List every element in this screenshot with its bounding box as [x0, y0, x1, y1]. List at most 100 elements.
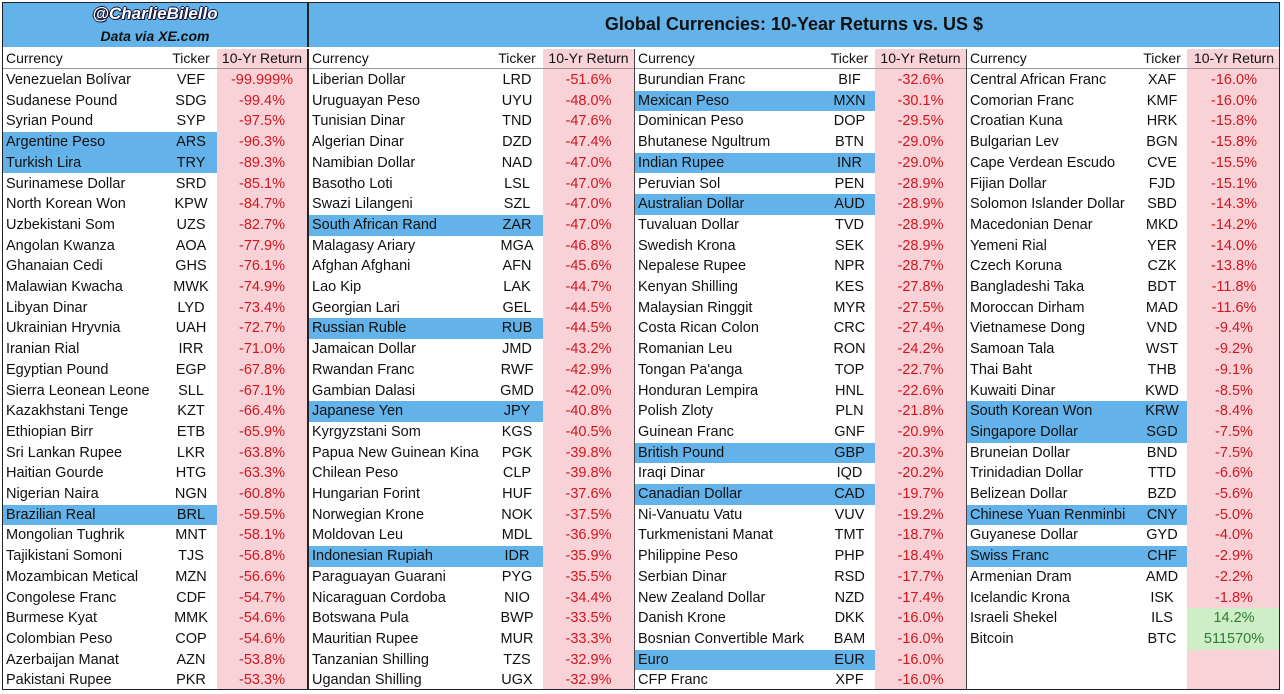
- column-header-row: Currency Ticker 10-Yr Return: [635, 49, 966, 69]
- currency-name: Mauritian Rupee: [312, 630, 419, 647]
- table-row: Turkish Lira TRY -89.3%: [3, 152, 307, 174]
- ten-year-return: -16.0%: [897, 672, 944, 689]
- currency-ticker: GMD: [500, 382, 534, 399]
- ten-year-return: -32.9%: [565, 672, 612, 689]
- currency-name: Jamaican Dollar: [312, 341, 416, 358]
- currency-ticker: MXN: [833, 92, 866, 109]
- currency-ticker: CNY: [1146, 506, 1178, 523]
- ten-year-return: -15.1%: [1211, 175, 1257, 192]
- currency-name: South Korean Won: [970, 403, 1093, 420]
- currency-name: Guinean Franc: [638, 423, 734, 440]
- currency-ticker: JPY: [503, 403, 531, 420]
- table-row: Venezuelan Bolívar VEF -99.999%: [3, 70, 307, 91]
- currency-ticker: KZT: [177, 403, 205, 420]
- currency-name: Congolese Franc: [6, 589, 117, 606]
- ticker-header: Ticker: [498, 50, 536, 66]
- ten-year-return: -29.5%: [897, 113, 944, 130]
- data-source: Data via XE.com: [100, 28, 210, 44]
- ten-year-return: -42.9%: [565, 361, 612, 378]
- ten-year-return: -9.1%: [1215, 361, 1253, 378]
- ten-year-return: -47.0%: [565, 196, 612, 213]
- ten-year-return: -20.9%: [897, 423, 944, 440]
- return-header: 10-Yr Return: [221, 50, 303, 66]
- currency-name: Macedonian Denar: [970, 216, 1093, 233]
- currency-ticker: THB: [1147, 361, 1177, 378]
- ten-year-return: -32.6%: [897, 72, 944, 88]
- currency-ticker: CRC: [833, 320, 866, 337]
- table-row: Malaysian Ringgit MYR -27.5%: [635, 298, 966, 319]
- currency-ticker: TOP: [834, 361, 865, 378]
- table-row: Japanese Yen JPY -40.8%: [309, 401, 634, 422]
- table-row: Lao Kip LAK -44.7%: [309, 277, 634, 298]
- currency-ticker: AUD: [834, 196, 865, 213]
- currency-ticker: YER: [1147, 237, 1177, 254]
- currency-ticker: SRD: [175, 175, 207, 192]
- currency-name: New Zealand Dollar: [638, 589, 766, 606]
- currency-name: Mozambican Metical: [6, 568, 139, 585]
- table-row: Surinamese Dollar SRD -85.1%: [3, 174, 307, 195]
- source-banner: @CharlieBilello Data via XE.com: [3, 3, 309, 47]
- table-row: Ghanaian Cedi GHS -76.1%: [3, 256, 307, 277]
- ten-year-return: -16.0%: [897, 651, 944, 668]
- table-row: Ukrainian Hryvnia UAH -72.7%: [3, 318, 307, 339]
- currency-ticker: KES: [834, 279, 864, 295]
- currency-name: Burmese Kyat: [6, 610, 98, 627]
- table-row: Czech Koruna CZK -13.8%: [967, 256, 1279, 277]
- table-row: Guyanese Dollar GYD -4.0%: [967, 525, 1279, 546]
- table-row: Namibian Dollar NAD -47.0%: [309, 153, 634, 174]
- ten-year-return: -17.7%: [897, 568, 944, 585]
- currency-ticker: BAM: [833, 630, 866, 647]
- table-row: Kuwaiti Dinar KWD -8.5%: [967, 381, 1279, 402]
- currency-ticker: HRK: [1146, 113, 1178, 130]
- currency-name: Ni-Vanuatu Vatu: [638, 506, 743, 523]
- table-row: Tuvaluan Dollar TVD -28.9%: [635, 215, 966, 236]
- row-highlight: [635, 484, 875, 505]
- ten-year-return: -29.0%: [897, 134, 944, 151]
- currency-ticker: KWD: [1145, 382, 1179, 399]
- currency-ticker: UAH: [175, 320, 207, 337]
- currency-ticker: AMD: [1145, 568, 1179, 585]
- currency-name: Nicaraguan Cordoba: [312, 589, 446, 606]
- ten-year-return: -39.8%: [565, 444, 612, 461]
- table-row: Norwegian Krone NOK -37.5%: [309, 505, 634, 526]
- table-row: Ugandan Shilling UGX -32.9%: [309, 670, 634, 689]
- ten-year-return: -71.0%: [239, 341, 285, 358]
- currency-ticker: XPF: [835, 672, 864, 689]
- ten-year-return: -15.8%: [1211, 134, 1257, 151]
- currency-name: Kuwaiti Dinar: [970, 382, 1056, 399]
- currency-ticker: LKR: [176, 444, 206, 461]
- table-row: Dominican Peso DOP -29.5%: [635, 111, 966, 132]
- ten-year-return: -35.5%: [565, 568, 612, 585]
- ten-year-return: -96.3%: [239, 134, 285, 151]
- ten-year-return: -37.5%: [565, 506, 612, 523]
- ten-year-return: -28.9%: [897, 237, 944, 254]
- table-row: Congolese Franc CDF -54.7%: [3, 588, 307, 609]
- row-highlight: [967, 504, 1187, 526]
- currency-ticker: ISK: [1150, 589, 1174, 606]
- table-row: Croatian Kuna HRK -15.8%: [967, 111, 1279, 132]
- currency-name: Indian Rupee: [638, 154, 725, 171]
- currency-ticker: PGK: [501, 444, 533, 461]
- currency-name: Gambian Dalasi: [312, 382, 416, 399]
- currency-name: Moldovan Leu: [312, 527, 404, 544]
- currency-ticker: NOK: [501, 506, 533, 523]
- table-row: Swedish Krona SEK -28.9%: [635, 236, 966, 257]
- ten-year-return: -7.5%: [1215, 444, 1253, 461]
- currency-ticker: IQD: [836, 465, 863, 482]
- ten-year-return: -5.6%: [1215, 486, 1253, 502]
- ten-year-return: -4.0%: [1215, 527, 1253, 544]
- currency-name: Turkmenistani Manat: [638, 527, 773, 544]
- table-row: Swiss Franc CHF -2.9%: [967, 546, 1279, 567]
- currency-ticker: AZN: [176, 651, 206, 668]
- table-row: Jamaican Dollar JMD -43.2%: [309, 339, 634, 360]
- currency-ticker: ZAR: [502, 216, 532, 233]
- currency-name: Algerian Dinar: [312, 134, 404, 151]
- table-row: Moldovan Leu MDL -36.9%: [309, 525, 634, 546]
- ten-year-return: -33.3%: [565, 630, 612, 647]
- currency-ticker: BDT: [1147, 279, 1177, 295]
- currency-name: Euro: [638, 651, 669, 668]
- ten-year-return: -48.0%: [565, 92, 612, 109]
- currency-ticker: GHS: [175, 258, 207, 275]
- currency-name: Canadian Dollar: [638, 486, 742, 502]
- table-row: Serbian Dinar RSD -17.7%: [635, 567, 966, 588]
